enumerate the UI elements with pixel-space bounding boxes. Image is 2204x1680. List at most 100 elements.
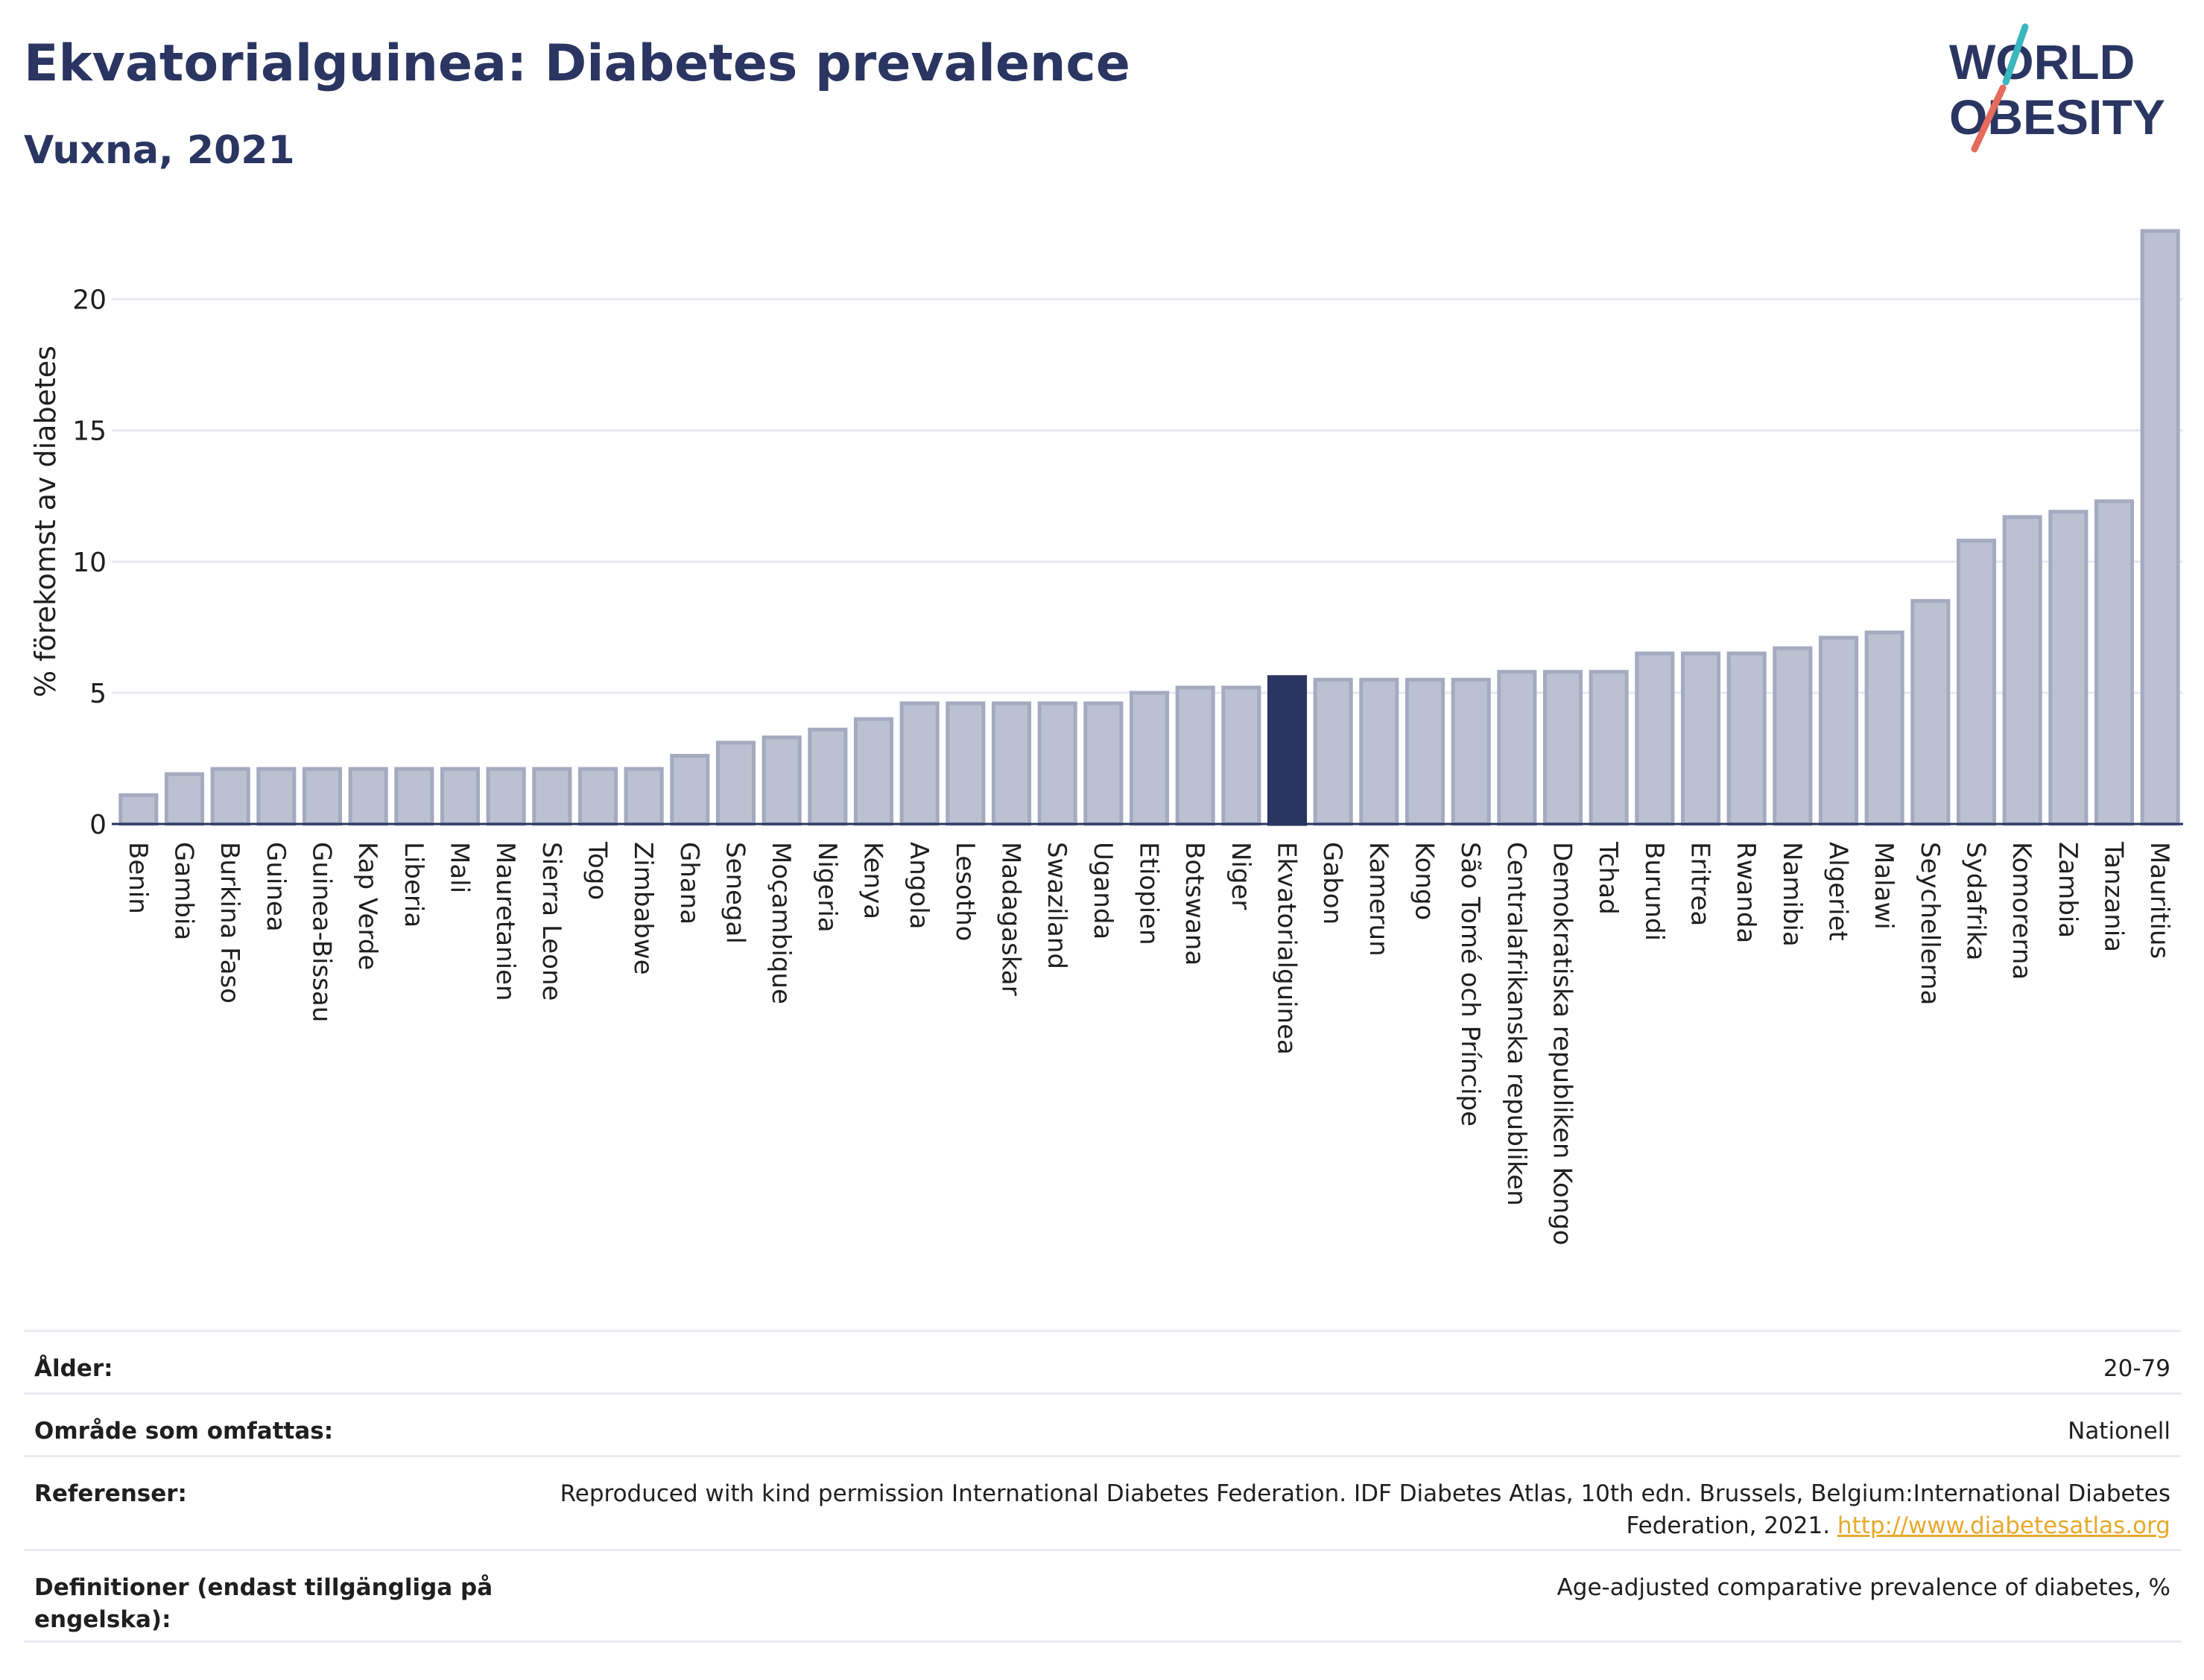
x-tick-label: Kongo bbox=[1410, 842, 1440, 920]
x-tick-label: Mauretanien bbox=[490, 842, 520, 1001]
bar-angola[interactable] bbox=[899, 701, 940, 826]
meta-value: Nationell bbox=[2068, 1418, 2170, 1445]
bar-tanzania[interactable] bbox=[2094, 499, 2135, 826]
bar-kamerun[interactable] bbox=[1359, 677, 1399, 826]
x-tick-label: Moçambique bbox=[766, 842, 796, 1004]
y-tick-label: 0 bbox=[89, 810, 107, 840]
bar-gabon[interactable] bbox=[1313, 677, 1353, 826]
bar-kap-verde[interactable] bbox=[348, 767, 388, 826]
bar-sydafrika[interactable] bbox=[1956, 539, 1997, 826]
x-tick-label: Ekvatorialguinea bbox=[1272, 842, 1302, 1055]
bar-burundi[interactable] bbox=[1635, 651, 1675, 826]
x-tick-label: São Tomé och Príncipe bbox=[1455, 842, 1485, 1126]
x-tick-label: Kap Verde bbox=[352, 842, 382, 970]
bar-rwanda[interactable] bbox=[1726, 651, 1767, 826]
bar-mo-ambique[interactable] bbox=[761, 735, 802, 826]
bar-ekvatorialguinea[interactable] bbox=[1267, 675, 1308, 826]
bar-nigeria[interactable] bbox=[808, 727, 848, 826]
bar-kenya[interactable] bbox=[853, 717, 894, 826]
x-tick-label: Niger bbox=[1226, 842, 1255, 910]
x-tick-label: Lesotho bbox=[950, 842, 980, 941]
bar-mauretanien[interactable] bbox=[486, 767, 526, 826]
x-tick-label: Algeriet bbox=[1823, 842, 1853, 941]
meta-value: 20-79 bbox=[2103, 1355, 2170, 1382]
bar-guinea[interactable] bbox=[256, 767, 297, 826]
bar-chart: 0 5 10 15 20 Benin Gambia Burkina Faso Guinea Gu… bbox=[29, 229, 2183, 1246]
chart-subtitle: Vuxna, 2021 bbox=[24, 128, 295, 173]
bar-uganda[interactable] bbox=[1083, 701, 1124, 826]
bar-togo[interactable] bbox=[577, 767, 618, 826]
x-tick-label: Senegal bbox=[721, 842, 750, 944]
bar-kongo[interactable] bbox=[1405, 677, 1445, 826]
y-tick-label: 5 bbox=[89, 679, 107, 709]
meta-label: Ålder: bbox=[34, 1355, 113, 1382]
bars bbox=[118, 229, 2180, 826]
meta-row-age: Ålder: 20-79 bbox=[24, 1330, 2181, 1392]
bar-seychellerna[interactable] bbox=[1910, 599, 1951, 826]
x-tick-label: Togo bbox=[583, 841, 612, 900]
x-tick-label: Gambia bbox=[169, 842, 199, 940]
x-tick-label: Seychellerna bbox=[1915, 842, 1945, 1005]
bar-gambia[interactable] bbox=[164, 772, 205, 826]
logo-line2: OBESITY bbox=[1949, 89, 2165, 145]
reference-link[interactable]: http://www.diabetesatlas.org bbox=[1837, 1512, 2170, 1539]
bar-mali[interactable] bbox=[440, 767, 481, 826]
x-tick-label: Madagaskar bbox=[996, 842, 1026, 996]
bar-senegal[interactable] bbox=[715, 741, 756, 826]
bar-liberia[interactable] bbox=[394, 767, 434, 826]
x-tick-label: Uganda bbox=[1088, 842, 1118, 939]
bar-centralafrikanska-republiken[interactable] bbox=[1497, 670, 1537, 826]
x-tick-label: Zimbabwe bbox=[628, 842, 658, 975]
bar-mauritius[interactable] bbox=[2140, 229, 2180, 826]
reference-text: Reproduced with kind permission Internat… bbox=[560, 1480, 2170, 1539]
x-tick-label: Rwanda bbox=[1731, 842, 1761, 943]
meta-value: Reproduced with kind permission Internat… bbox=[511, 1478, 2170, 1542]
x-tick-label: Zambia bbox=[2053, 842, 2083, 938]
meta-row-area: Område som omfattas: Nationell bbox=[24, 1392, 2181, 1455]
meta-row-references: Referenser: Reproduced with kind permiss… bbox=[24, 1455, 2181, 1549]
x-tick-label: Tanzania bbox=[2099, 841, 2129, 952]
bar-lesotho[interactable] bbox=[946, 701, 986, 826]
x-tick-label: Swaziland bbox=[1042, 842, 1071, 969]
x-tick-label: Liberia bbox=[399, 842, 428, 928]
bar-niger[interactable] bbox=[1221, 685, 1261, 826]
bar-zimbabwe[interactable] bbox=[624, 767, 664, 826]
bar-tchad[interactable] bbox=[1589, 670, 1629, 826]
x-tick-label: Etiopien bbox=[1134, 842, 1164, 945]
x-tick-label: Mauritius bbox=[2144, 842, 2174, 959]
bar-komorerna[interactable] bbox=[2002, 515, 2042, 826]
x-tick-label: Namibia bbox=[1777, 842, 1807, 947]
bar-zambia[interactable] bbox=[2048, 510, 2089, 826]
x-tick-label: Angola bbox=[904, 842, 934, 929]
bar-s-o-tom-och-pr-ncipe[interactable] bbox=[1451, 677, 1491, 826]
bar-malawi[interactable] bbox=[1864, 630, 1904, 826]
bar-guinea-bissau[interactable] bbox=[302, 767, 343, 826]
bar-madagaskar[interactable] bbox=[991, 701, 1032, 826]
bar-ghana[interactable] bbox=[670, 753, 710, 826]
bar-etiopien[interactable] bbox=[1129, 691, 1170, 826]
logo-slash-teal bbox=[2002, 23, 2029, 86]
x-tick-label: Eritrea bbox=[1685, 842, 1715, 926]
bar-swaziland[interactable] bbox=[1037, 701, 1077, 826]
x-tick-label: Ghana bbox=[674, 842, 704, 925]
bar-burkina-faso[interactable] bbox=[210, 767, 250, 826]
chart-title: Ekvatorialguinea: Diabetes prevalence bbox=[24, 34, 1130, 93]
logo-line1: WORLD bbox=[1949, 34, 2135, 89]
bar-botswana[interactable] bbox=[1175, 685, 1215, 826]
bar-algeriet[interactable] bbox=[1818, 635, 1859, 826]
bar-namibia[interactable] bbox=[1773, 646, 1813, 826]
bar-benin[interactable] bbox=[118, 793, 159, 826]
x-tick-label: Mali bbox=[445, 842, 475, 893]
logo-slash-red bbox=[1971, 84, 2007, 153]
bar-sierra-leone[interactable] bbox=[532, 767, 572, 826]
meta-label: Definitioner (endast tillgängliga på eng… bbox=[34, 1574, 493, 1633]
x-tick-label: Sierra Leone bbox=[536, 842, 566, 1001]
y-tick-label: 20 bbox=[72, 285, 107, 316]
bar-demokratiska-republiken-kongo[interactable] bbox=[1542, 670, 1583, 826]
meta-label: Område som omfattas: bbox=[34, 1418, 334, 1445]
x-tick-label: Demokratiska republiken Kongo bbox=[1548, 842, 1577, 1246]
x-tick-label: Botswana bbox=[1179, 842, 1209, 966]
x-tick-label: Benin bbox=[123, 842, 153, 914]
bar-eritrea[interactable] bbox=[1680, 651, 1721, 826]
x-tick-label: Kamerun bbox=[1364, 842, 1393, 957]
